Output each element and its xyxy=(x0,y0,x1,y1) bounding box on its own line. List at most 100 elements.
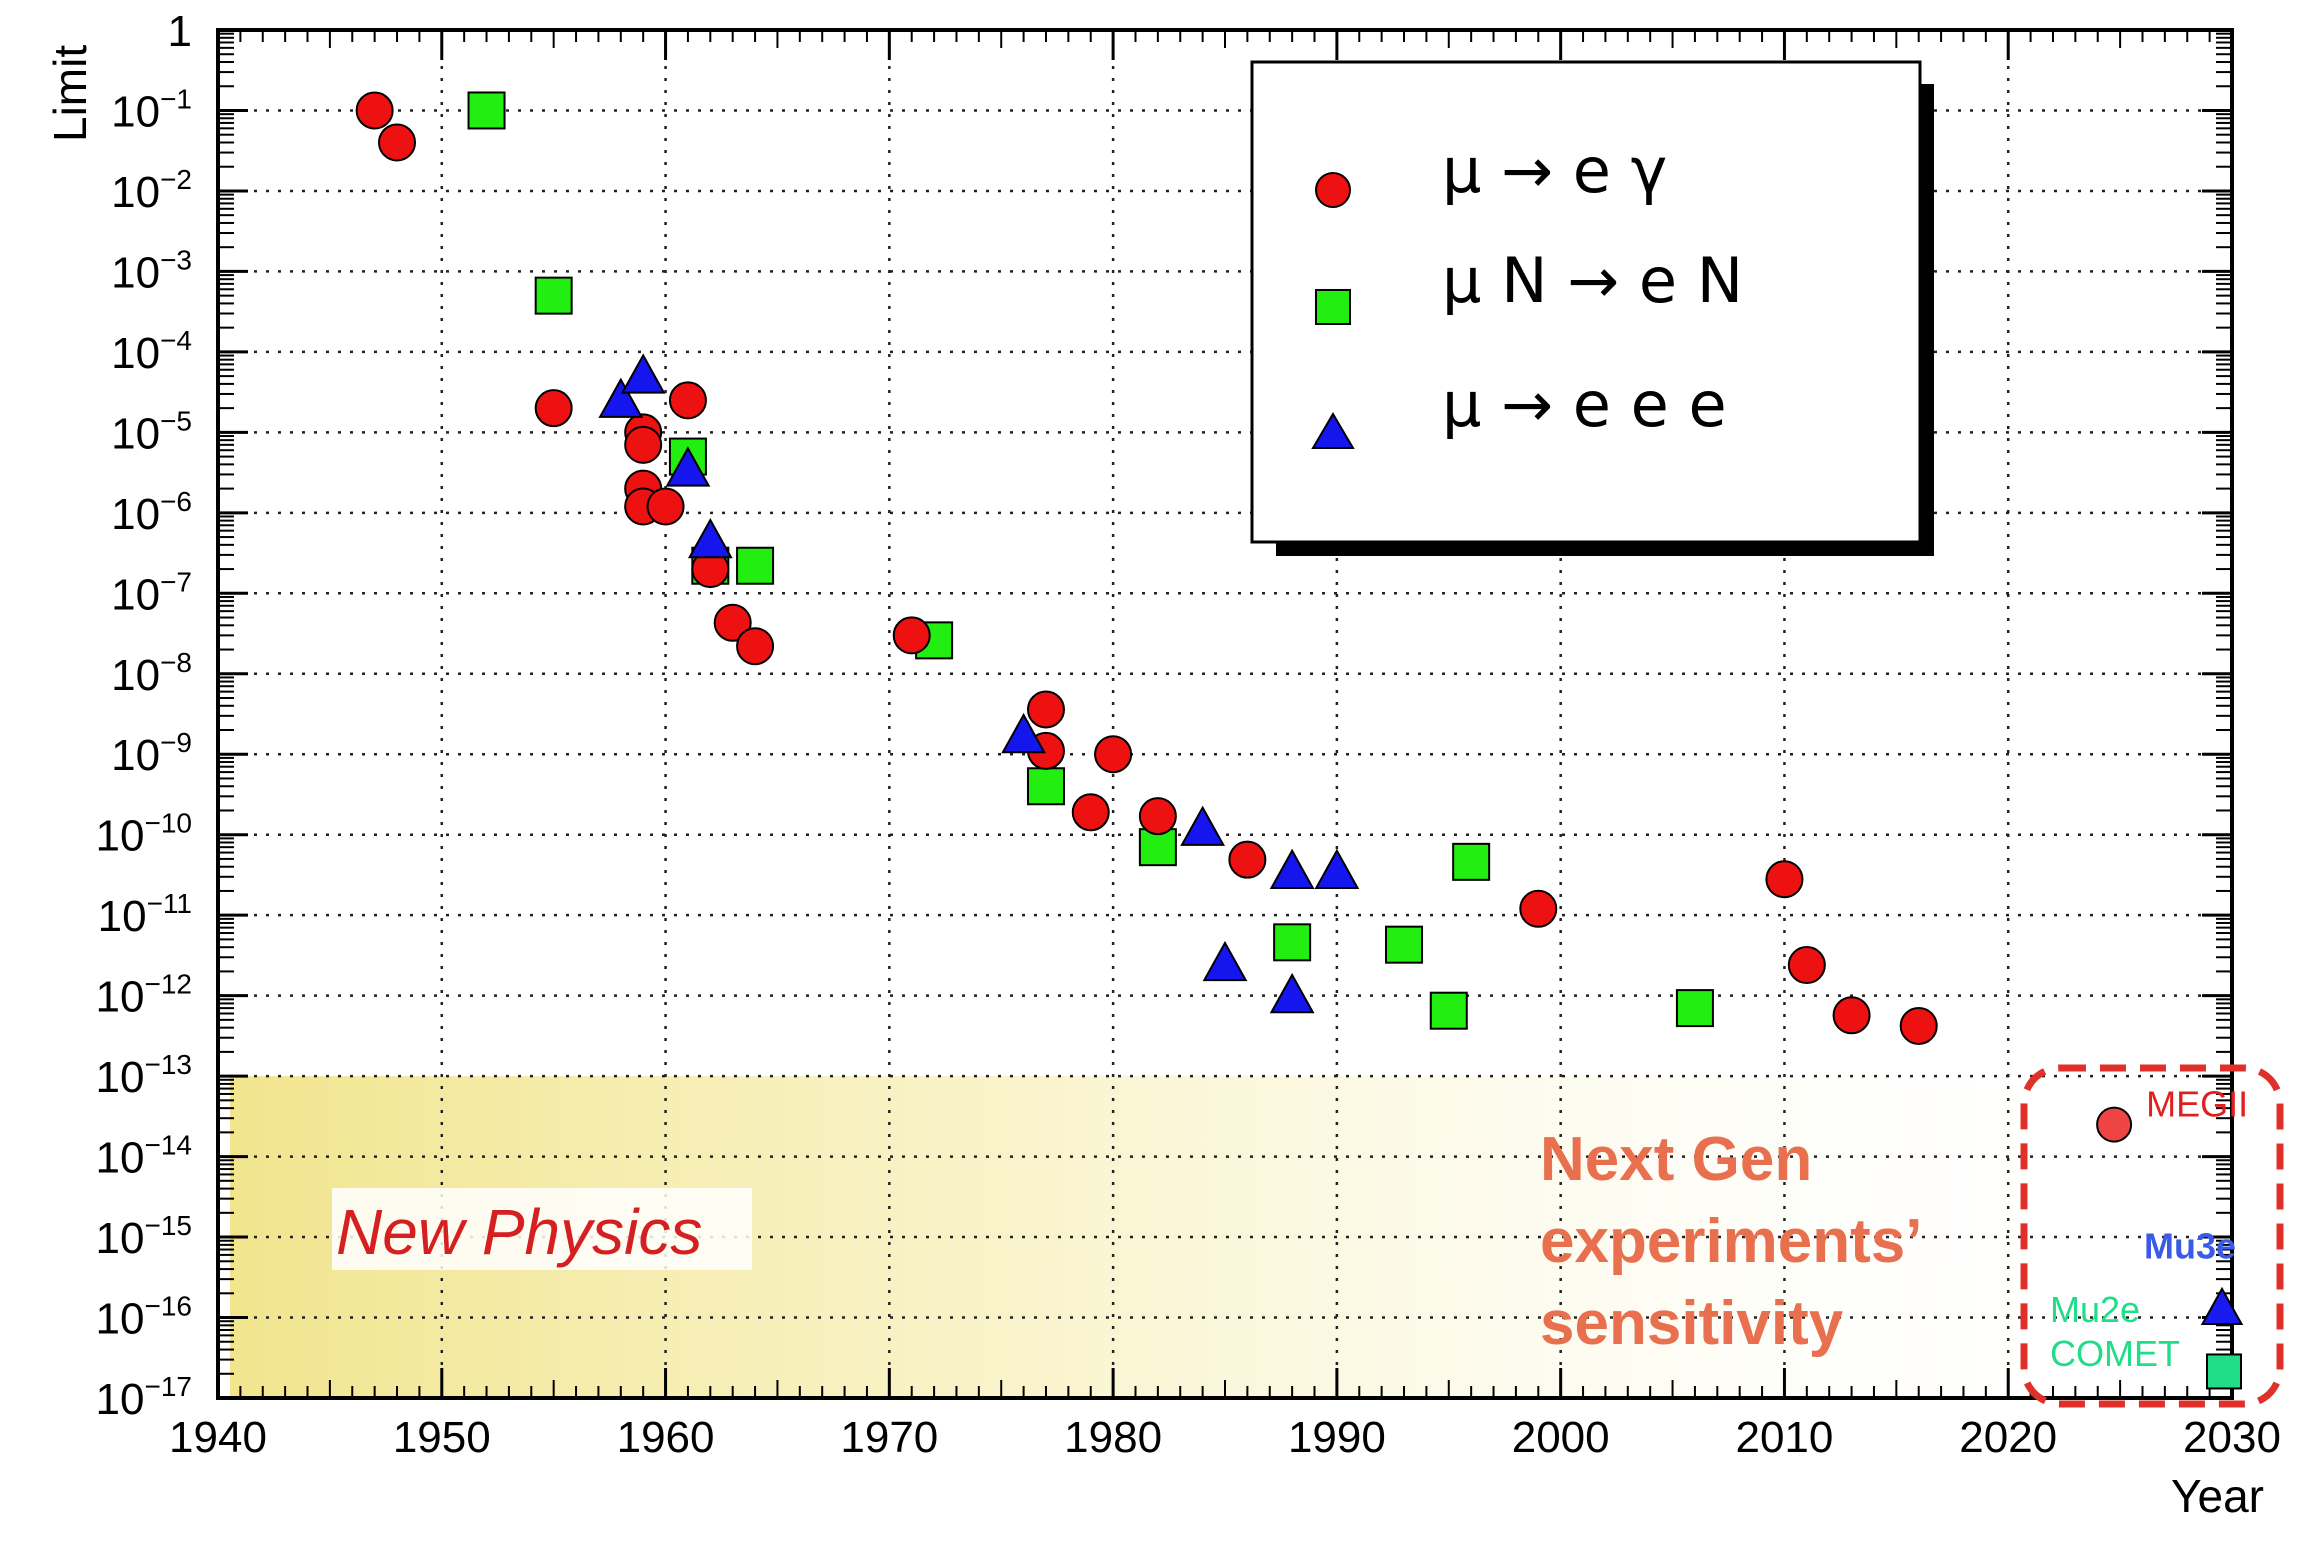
y-tick-labels: 110−110−210−310−410−510−610−710−810−910−… xyxy=(96,7,192,1424)
x-tick-label: 1990 xyxy=(1288,1413,1386,1462)
x-tick-label: 2020 xyxy=(1959,1413,2057,1462)
y-tick-base: 10 xyxy=(98,892,147,941)
y-tick-label: 10−13 xyxy=(96,1049,192,1102)
y-tick-exponent: −17 xyxy=(145,1371,193,1402)
next-gen-line-1: Next Gen xyxy=(1540,1125,1812,1194)
x-tick-label: 1960 xyxy=(617,1413,715,1462)
megamma-point xyxy=(1765,860,1804,899)
y-tick-exponent: −6 xyxy=(160,486,192,517)
y-tick-exponent: −7 xyxy=(160,566,192,597)
megamma-point xyxy=(624,425,663,464)
eee-point xyxy=(1269,848,1315,889)
y-tick-base: 10 xyxy=(96,1295,145,1344)
y-tick-label: 10−16 xyxy=(96,1291,192,1344)
x-tick-label: 1940 xyxy=(169,1413,267,1462)
conversion-point xyxy=(534,276,573,315)
megamma-point xyxy=(713,603,752,642)
new-physics-label-bg xyxy=(332,1188,752,1270)
comet-label: COMET xyxy=(2050,1333,2180,1374)
y-tick-exponent: −2 xyxy=(160,164,192,195)
new-physics-label: New Physics xyxy=(336,1196,702,1268)
x-tick-label: 2010 xyxy=(1735,1413,1833,1462)
y-tick-exponent: −1 xyxy=(160,83,192,114)
y-tick-exponent: −12 xyxy=(145,969,193,1000)
mu2e-comet-point xyxy=(2206,1353,2242,1390)
y-tick-exponent: −8 xyxy=(160,647,192,678)
eee-point xyxy=(687,517,733,559)
megamma-point xyxy=(1899,1006,1938,1045)
future-experiments-box xyxy=(2020,1064,2284,1408)
y-tick-base: 10 xyxy=(111,409,160,458)
x-tick-label: 2030 xyxy=(2183,1413,2281,1462)
megamma-point xyxy=(1519,889,1558,928)
y-tick-label: 10−7 xyxy=(111,566,192,619)
megii-label: MEGII xyxy=(2146,1084,2248,1125)
x-tick-label: 2000 xyxy=(1512,1413,1610,1462)
y-tick-exponent: −14 xyxy=(145,1130,193,1161)
next-gen-line-3: sensitivity xyxy=(1540,1289,1844,1358)
y-tick-base: 10 xyxy=(111,651,160,700)
y-tick-base: 10 xyxy=(96,1375,145,1424)
eee-point xyxy=(1314,848,1360,889)
y-tick-label: 10−2 xyxy=(111,164,192,217)
eee-point xyxy=(665,446,711,487)
megamma-point xyxy=(668,381,707,420)
y-tick-label: 10−12 xyxy=(96,969,192,1022)
conversion-point xyxy=(1026,767,1065,806)
y-tick-exponent: −16 xyxy=(145,1291,193,1322)
y-tick-base: 1 xyxy=(168,7,192,56)
megamma-point xyxy=(1094,735,1133,774)
grid-lines xyxy=(218,30,2232,1398)
y-tick-label: 10−1 xyxy=(111,83,192,136)
eee-point xyxy=(1180,805,1226,846)
y-tick-base: 10 xyxy=(111,570,160,619)
y-tick-exponent: −9 xyxy=(160,727,192,758)
conversion-point xyxy=(1675,989,1714,1028)
y-axis-title: Limit xyxy=(44,45,96,142)
megamma-point xyxy=(736,627,775,666)
y-tick-base: 10 xyxy=(96,1053,145,1102)
legend-circle-marker xyxy=(1315,172,1351,208)
y-tick-exponent: −5 xyxy=(160,405,192,436)
y-tick-label: 10−17 xyxy=(96,1371,192,1424)
y-tick-exponent: −10 xyxy=(145,808,193,839)
conversion-point xyxy=(1273,923,1312,962)
eee-point xyxy=(1001,712,1046,754)
y-tick-base: 10 xyxy=(111,731,160,780)
y-tick-label: 10−6 xyxy=(111,486,192,539)
y-tick-exponent: −13 xyxy=(145,1049,193,1080)
y-tick-label: 10−3 xyxy=(111,244,192,297)
megamma-point xyxy=(892,616,931,655)
y-tick-base: 10 xyxy=(96,1214,145,1263)
y-tick-label: 10−14 xyxy=(96,1130,192,1183)
y-tick-base: 10 xyxy=(96,1134,145,1183)
y-tick-base: 10 xyxy=(111,168,160,217)
megamma-point xyxy=(378,123,417,162)
y-tick-base: 10 xyxy=(111,87,160,136)
eee-point xyxy=(620,353,666,394)
y-tick-base: 10 xyxy=(111,490,160,539)
conversion-point xyxy=(736,546,775,585)
megamma-point xyxy=(1138,797,1177,836)
y-tick-exponent: −4 xyxy=(160,325,192,356)
y-tick-label: 10−10 xyxy=(96,808,192,861)
eee-point xyxy=(598,377,644,418)
megii-point xyxy=(2096,1106,2133,1143)
y-tick-label: 1 xyxy=(168,7,192,56)
y-tick-base: 10 xyxy=(96,812,145,861)
conversion-point xyxy=(1138,828,1177,867)
x-tick-label: 1970 xyxy=(840,1413,938,1462)
megamma-point xyxy=(1071,793,1110,832)
y-tick-exponent: −15 xyxy=(145,1210,193,1241)
mu3e-point xyxy=(2200,1286,2244,1326)
mu3e-label: Mu3e xyxy=(2144,1225,2236,1266)
legend-label-megamma: μ → e γ xyxy=(1442,134,1667,207)
megamma-point xyxy=(1787,946,1826,985)
conversion-point xyxy=(1385,925,1424,964)
megamma-point xyxy=(534,389,573,428)
mu2e-label: Mu2e xyxy=(2050,1289,2140,1330)
conversion-point xyxy=(467,91,506,130)
y-tick-exponent: −11 xyxy=(147,888,192,919)
legend-label-eee: μ → e e e xyxy=(1442,368,1727,441)
